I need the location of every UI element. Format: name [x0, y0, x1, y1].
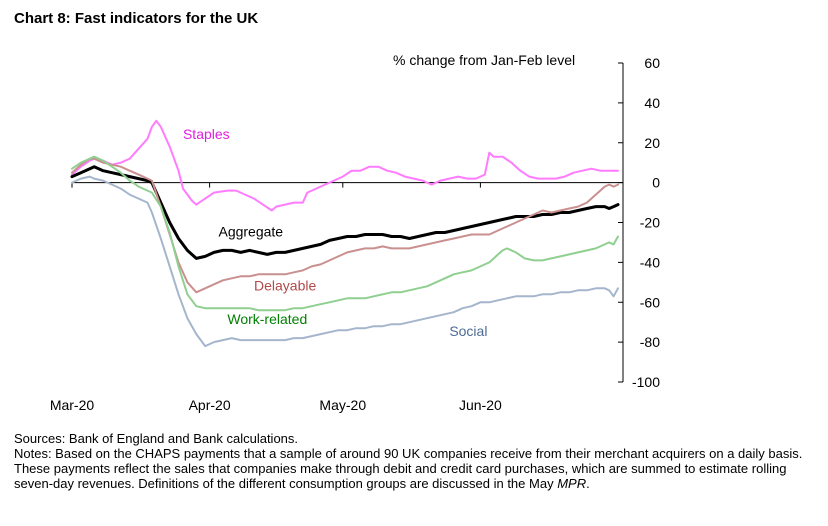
- axes-layer: 60 40 20 0 -20 -40 -60 -80 -100 Mar-20 Apr-20 May-2…: [50, 55, 660, 413]
- y-axis-label: % change from Jan-Feb level: [393, 52, 576, 68]
- x-tick-label: May-20: [319, 397, 366, 413]
- y-tick-label: -100: [632, 374, 660, 390]
- series-label-work-related: Work-related: [227, 311, 307, 327]
- series-label-staples: Staples: [183, 126, 230, 142]
- y-tick-label: 20: [644, 135, 660, 151]
- series-line-delayable: [71, 157, 619, 294]
- series-line-work-related: [71, 155, 619, 312]
- x-tick-label: Jun-20: [459, 397, 502, 413]
- y-tick-label: -40: [640, 254, 660, 270]
- series-line-social: [71, 175, 619, 348]
- y-tick-label: -80: [640, 334, 660, 350]
- notes-mpr: MPR: [557, 476, 587, 491]
- series-layer: [70, 119, 620, 348]
- x-tick-label: Mar-20: [50, 397, 95, 413]
- y-tick-label: 60: [644, 55, 660, 71]
- notes-body: Notes: Based on the CHAPS payments that …: [14, 446, 803, 491]
- series-label-social: Social: [449, 323, 487, 339]
- x-tick-label: Apr-20: [189, 397, 231, 413]
- notes-end: .: [586, 476, 590, 491]
- chart-title: Chart 8: Fast indicators for the UK: [14, 10, 259, 27]
- chart-notes: Sources: Bank of England and Bank calcul…: [14, 431, 820, 491]
- notes-text: Notes: Based on the CHAPS payments that …: [14, 446, 820, 491]
- sources-text: Sources: Bank of England and Bank calcul…: [14, 431, 299, 446]
- series-labels-layer: Staples Aggregate Delayable Work-related Soc…: [183, 126, 487, 339]
- series-line-staples: [71, 119, 619, 212]
- chart-canvas: 60 40 20 0 -20 -40 -60 -80 -100 Mar-20 Apr-20 May-2…: [50, 55, 660, 413]
- y-tick-label: 0: [652, 175, 660, 191]
- y-tick-label: -20: [640, 215, 660, 231]
- y-tick-label: 40: [644, 95, 660, 111]
- y-tick-label: -60: [640, 294, 660, 310]
- series-label-aggregate: Aggregate: [218, 223, 283, 239]
- series-label-delayable: Delayable: [254, 277, 316, 293]
